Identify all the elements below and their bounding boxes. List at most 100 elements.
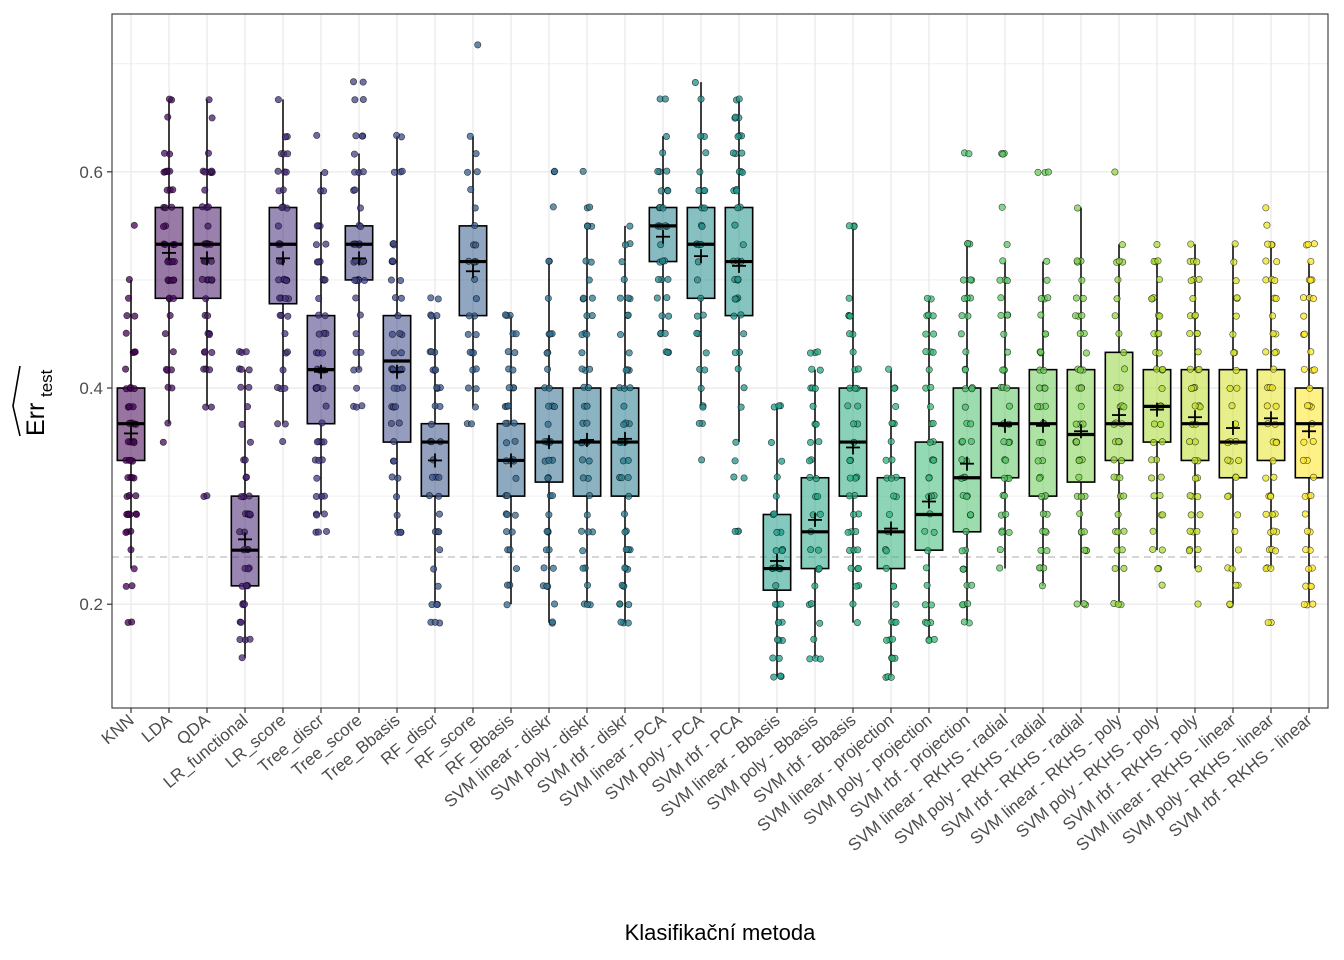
data-point — [122, 582, 130, 590]
data-point — [883, 636, 891, 644]
data-point — [353, 384, 361, 392]
data-point — [853, 619, 861, 627]
data-point — [659, 149, 667, 157]
data-point — [1228, 565, 1236, 573]
data-point — [466, 348, 474, 356]
data-point — [701, 204, 709, 212]
data-point — [1273, 258, 1281, 266]
data-point — [502, 419, 510, 427]
data-point — [246, 438, 254, 446]
data-point — [1300, 438, 1308, 446]
data-point — [1113, 295, 1121, 303]
data-point — [699, 311, 707, 319]
data-point — [1148, 456, 1156, 464]
data-point — [1076, 366, 1084, 374]
data-point — [315, 330, 323, 338]
data-point — [1114, 511, 1122, 519]
data-point — [313, 438, 321, 446]
data-point — [930, 456, 938, 464]
data-point — [274, 420, 282, 428]
data-point — [966, 276, 974, 284]
data-point — [697, 294, 705, 302]
data-point — [1111, 168, 1119, 176]
data-point — [621, 528, 629, 536]
data-point — [313, 222, 321, 230]
data-point — [579, 547, 587, 555]
data-point — [504, 348, 512, 356]
data-point — [160, 168, 168, 176]
data-point — [242, 473, 250, 481]
data-point — [805, 457, 813, 465]
data-point — [130, 385, 138, 393]
data-point — [734, 275, 742, 283]
data-point — [236, 528, 244, 536]
data-point — [204, 203, 212, 211]
data-point — [122, 365, 130, 373]
data-point — [1004, 348, 1012, 356]
data-point — [432, 366, 440, 374]
data-point — [198, 275, 206, 283]
data-point — [501, 311, 509, 319]
data-point — [322, 402, 330, 410]
data-point — [1003, 384, 1011, 392]
data-point — [1081, 546, 1089, 554]
data-point — [814, 348, 822, 356]
data-point — [999, 257, 1007, 265]
data-point — [1034, 168, 1042, 176]
data-point — [1262, 348, 1270, 356]
data-point — [314, 528, 322, 536]
data-point — [662, 132, 670, 140]
data-point — [774, 619, 782, 627]
data-point — [1232, 277, 1240, 285]
data-point — [1188, 384, 1196, 392]
data-point — [474, 41, 482, 49]
x-axis: KNN LDAQDALR_functionalLR_scoreTree_discr… — [98, 708, 1316, 855]
data-point — [892, 600, 900, 608]
data-point — [1155, 330, 1163, 338]
data-point — [584, 581, 592, 589]
data-point — [128, 582, 136, 590]
data-point — [816, 366, 824, 374]
x-tick-label: LDA — [138, 710, 176, 746]
data-point — [1303, 402, 1311, 410]
data-point — [964, 312, 972, 320]
data-point — [921, 527, 929, 535]
data-point — [130, 439, 138, 447]
data-point — [124, 294, 132, 302]
data-point — [731, 457, 739, 465]
data-point — [812, 474, 820, 482]
data-point — [273, 383, 281, 391]
data-point — [242, 348, 250, 356]
data-point — [997, 294, 1005, 302]
data-point — [322, 240, 330, 248]
data-point — [1037, 348, 1045, 356]
data-point — [1267, 493, 1275, 501]
data-point — [1037, 295, 1045, 303]
data-point — [359, 78, 367, 86]
data-point — [241, 456, 249, 464]
data-point — [930, 528, 938, 536]
data-point — [1000, 474, 1008, 482]
data-point — [958, 312, 966, 320]
data-point — [695, 419, 703, 427]
x-axis-title: Klasifikační metoda — [625, 920, 817, 945]
data-point — [245, 366, 253, 374]
data-point — [464, 384, 472, 392]
data-point — [1191, 474, 1199, 482]
data-point — [1272, 294, 1280, 302]
box — [534, 387, 564, 483]
data-point — [618, 474, 626, 482]
data-point — [318, 419, 326, 427]
data-point — [659, 257, 667, 265]
data-point — [352, 294, 360, 302]
data-point — [208, 114, 216, 122]
data-point — [731, 527, 739, 535]
data-point — [503, 511, 511, 519]
data-point — [1195, 365, 1203, 373]
data-point — [1228, 402, 1236, 410]
grid — [112, 14, 1328, 708]
data-point — [738, 149, 746, 157]
data-point — [1116, 474, 1124, 482]
data-point — [1114, 528, 1122, 536]
hat-accent — [12, 365, 21, 437]
